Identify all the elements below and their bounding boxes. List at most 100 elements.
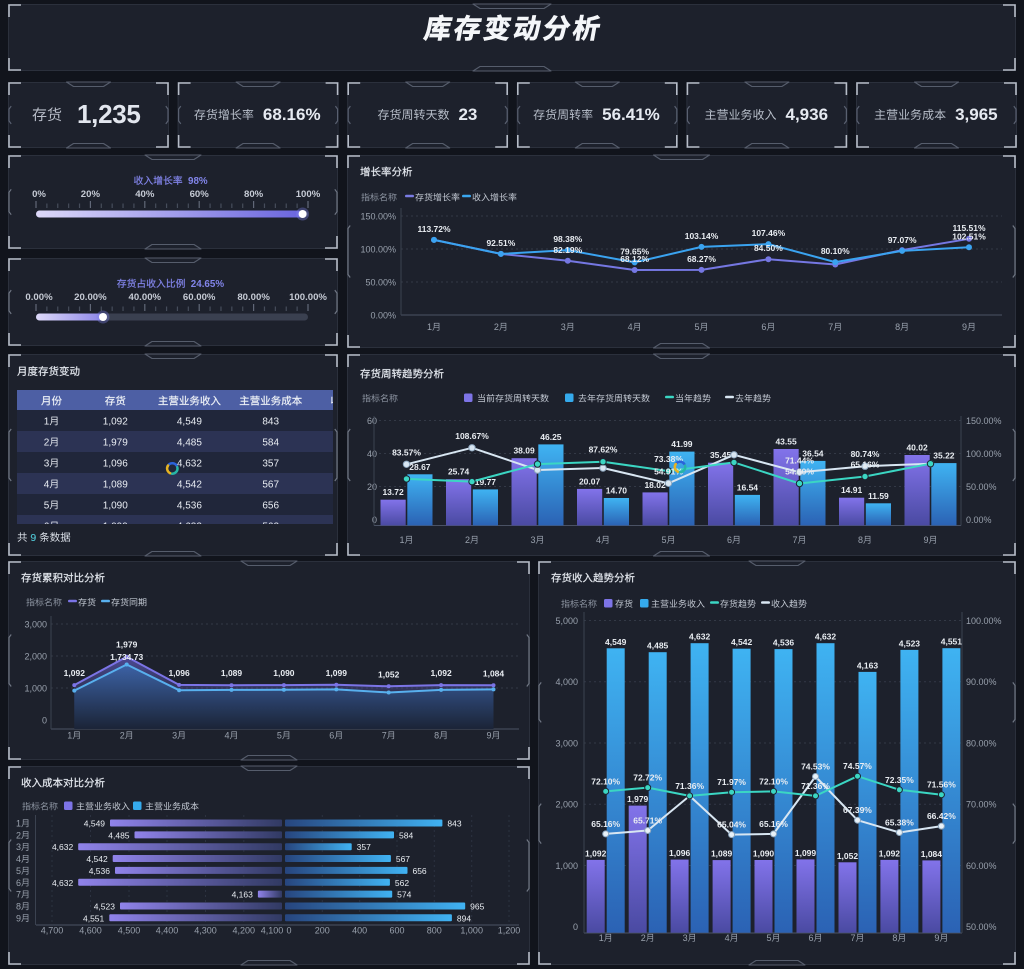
- svg-text:20%: 20%: [81, 189, 101, 200]
- svg-text:38.09: 38.09: [513, 446, 535, 456]
- svg-text:150.00%: 150.00%: [966, 416, 1002, 426]
- svg-text:4,100: 4,100: [261, 926, 284, 936]
- svg-text:7: 7: [382, 731, 387, 741]
- svg-text:50.00%: 50.00%: [966, 482, 997, 492]
- svg-text:46.25: 46.25: [540, 432, 562, 442]
- svg-text:3: 3: [683, 933, 688, 943]
- svg-text:9: 9: [924, 535, 929, 545]
- svg-text:24.65%: 24.65%: [191, 279, 225, 290]
- svg-text:80%: 80%: [244, 189, 264, 200]
- svg-text:4,551: 4,551: [941, 637, 963, 647]
- svg-text:9: 9: [934, 933, 939, 943]
- svg-text:357: 357: [357, 842, 371, 852]
- svg-text:71.97%: 71.97%: [717, 777, 746, 787]
- svg-text:8: 8: [434, 731, 439, 741]
- svg-text:6: 6: [44, 522, 50, 533]
- svg-text:70.00%: 70.00%: [966, 800, 997, 810]
- svg-text:4,936: 4,936: [785, 105, 828, 124]
- svg-text:2,000: 2,000: [24, 652, 47, 662]
- svg-text:16.54: 16.54: [737, 482, 759, 492]
- svg-text:1,099: 1,099: [326, 668, 348, 678]
- svg-text:4,485: 4,485: [177, 438, 202, 449]
- svg-text:83.57%: 83.57%: [392, 447, 421, 457]
- svg-text:4,536: 4,536: [773, 638, 795, 648]
- svg-text:72.35%: 72.35%: [885, 775, 914, 785]
- svg-text:0%: 0%: [32, 189, 46, 200]
- svg-text:4,632: 4,632: [177, 522, 202, 533]
- svg-text:71.44%: 71.44%: [785, 455, 814, 465]
- svg-text:7: 7: [828, 322, 833, 332]
- svg-text:68.12%: 68.12%: [620, 254, 649, 264]
- svg-text:1,089: 1,089: [711, 849, 733, 859]
- svg-text:3: 3: [172, 731, 177, 741]
- svg-text:13.72: 13.72: [382, 487, 404, 497]
- svg-text:4,632: 4,632: [52, 842, 74, 852]
- svg-text:87.62%: 87.62%: [589, 445, 618, 455]
- svg-text:72.10%: 72.10%: [759, 776, 788, 786]
- svg-text:19.77: 19.77: [475, 477, 497, 487]
- svg-text:1,089: 1,089: [103, 480, 128, 491]
- svg-text:1,096: 1,096: [669, 848, 691, 858]
- svg-text:5: 5: [662, 535, 667, 545]
- svg-text:80.10%: 80.10%: [821, 246, 850, 256]
- svg-text:100%: 100%: [296, 189, 321, 200]
- svg-text:656: 656: [412, 866, 426, 876]
- svg-text:2: 2: [44, 438, 50, 449]
- svg-text:0: 0: [42, 716, 47, 726]
- svg-text:66.42%: 66.42%: [927, 811, 956, 821]
- svg-text:60%: 60%: [190, 189, 210, 200]
- svg-text:9: 9: [16, 913, 21, 923]
- svg-text:54.91%: 54.91%: [654, 466, 683, 476]
- svg-text:1: 1: [67, 731, 72, 741]
- svg-text:23: 23: [458, 105, 477, 124]
- svg-text:100.00%: 100.00%: [289, 292, 327, 303]
- svg-text:84.50%: 84.50%: [754, 243, 783, 253]
- svg-text:4,536: 4,536: [177, 501, 202, 512]
- svg-text:1,734.73: 1,734.73: [110, 652, 143, 662]
- svg-text:574: 574: [397, 890, 411, 900]
- svg-text:71.36%: 71.36%: [801, 781, 830, 791]
- svg-text:41.99: 41.99: [671, 439, 693, 449]
- svg-text:71.36%: 71.36%: [675, 781, 704, 791]
- svg-text:4: 4: [596, 535, 601, 545]
- svg-text:1,092: 1,092: [585, 848, 607, 858]
- svg-text:4,523: 4,523: [899, 638, 921, 648]
- svg-text:4: 4: [628, 322, 633, 332]
- svg-text:113.72%: 113.72%: [417, 224, 451, 234]
- svg-text:1,092: 1,092: [879, 848, 901, 858]
- svg-text:584: 584: [262, 438, 279, 449]
- svg-text:9: 9: [962, 322, 967, 332]
- svg-text:68.27%: 68.27%: [687, 254, 716, 264]
- svg-text:50.00%: 50.00%: [966, 922, 997, 932]
- svg-text:90.00%: 90.00%: [966, 677, 997, 687]
- svg-text:73.38%: 73.38%: [654, 454, 683, 464]
- svg-text:108.67%: 108.67%: [455, 431, 489, 441]
- svg-text:2: 2: [494, 322, 499, 332]
- svg-text:4: 4: [16, 854, 21, 864]
- svg-text:1,000: 1,000: [460, 926, 483, 936]
- svg-text:1: 1: [44, 417, 50, 428]
- svg-text:98%: 98%: [188, 176, 208, 187]
- svg-text:11.59: 11.59: [868, 491, 889, 501]
- svg-text:65.04%: 65.04%: [717, 820, 746, 830]
- svg-text:4,485: 4,485: [108, 830, 130, 840]
- svg-text:357: 357: [262, 459, 279, 470]
- svg-text:14.91: 14.91: [841, 485, 863, 495]
- svg-text:7: 7: [16, 890, 21, 900]
- svg-text:150.00%: 150.00%: [360, 212, 396, 222]
- svg-text:1,089: 1,089: [221, 668, 243, 678]
- svg-text:567: 567: [396, 854, 410, 864]
- svg-text:0: 0: [286, 926, 291, 936]
- svg-text:584: 584: [399, 830, 413, 840]
- svg-text:1,090: 1,090: [753, 848, 775, 858]
- svg-text:4,000: 4,000: [555, 677, 578, 687]
- svg-text:3,000: 3,000: [24, 620, 47, 630]
- svg-text:0.00%: 0.00%: [370, 311, 396, 321]
- svg-text:7: 7: [851, 933, 856, 943]
- svg-text:4,632: 4,632: [52, 878, 74, 888]
- svg-text:4,536: 4,536: [89, 866, 111, 876]
- svg-text:4,400: 4,400: [156, 926, 179, 936]
- svg-text:6: 6: [809, 933, 814, 943]
- svg-text:1,092: 1,092: [64, 668, 86, 678]
- svg-text:2,000: 2,000: [555, 800, 578, 810]
